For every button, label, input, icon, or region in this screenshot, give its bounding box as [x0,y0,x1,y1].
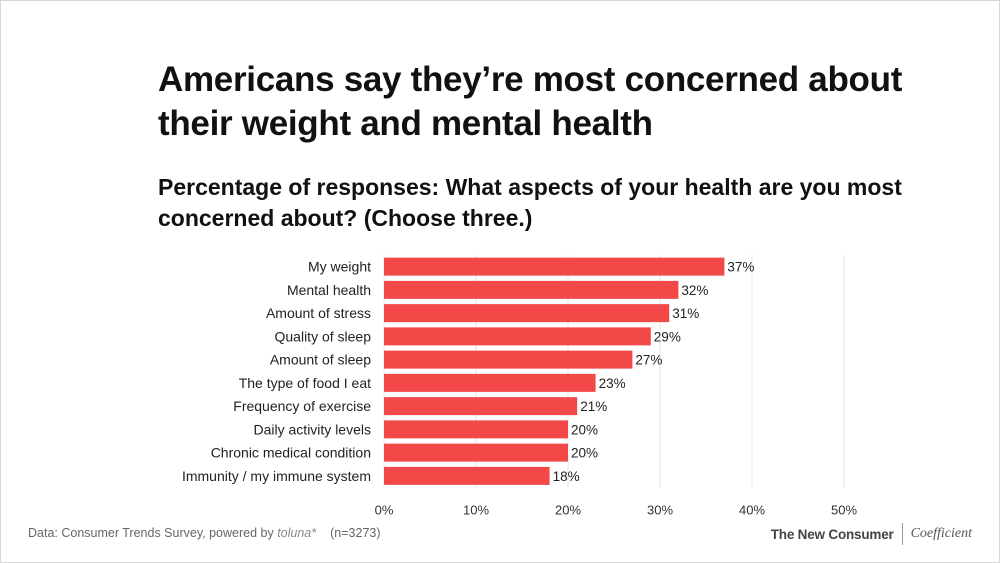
x-tick-label: 10% [463,503,489,518]
data-label: 37% [727,260,754,275]
data-label: 29% [654,329,681,344]
bar [384,304,670,323]
value-labels: 37% 32% 31% 29% 27% 23% 21% 20% 20% 18% [553,260,755,484]
data-label: 27% [635,353,662,368]
bar [384,257,725,276]
data-label: 20% [571,422,598,437]
category-label: Daily activity levels [254,421,371,437]
data-label: 20% [571,446,598,461]
logo-the-new-consumer: The New Consumer [770,526,894,542]
data-label: 32% [681,283,708,298]
chart-subtitle: Percentage of responses: What aspects of… [158,174,902,231]
category-label: Chronic medical condition [211,445,371,461]
bar [384,397,578,416]
x-tick-label: 30% [647,503,673,518]
bar [384,350,633,369]
source-text: Data: Consumer Trends Survey, powered by [28,526,278,540]
bar [384,443,568,462]
source-note: Data: Consumer Trends Survey, powered by… [28,526,381,540]
category-label: Amount of sleep [270,352,371,368]
data-label: 31% [672,306,699,321]
x-tick-label: 50% [831,503,857,518]
bar [384,466,550,485]
category-label: The type of food I eat [239,375,371,391]
logos: The New Consumer Coefficient [771,523,972,545]
data-label: 18% [553,469,580,484]
data-label: 23% [599,376,626,391]
bar [384,420,568,439]
bar [384,327,651,346]
data-label: 21% [580,399,607,414]
logo-divider [901,523,903,545]
category-label: Frequency of exercise [233,398,371,414]
category-label: Mental health [287,282,371,298]
x-tick-label: 0% [375,503,394,518]
x-tick-label: 40% [739,503,765,518]
bar [384,373,596,392]
category-label: Quality of sleep [275,328,372,344]
x-axis-ticks: 0% 10% 20% 30% 40% 50% [375,503,858,518]
bar [384,280,679,299]
chart-title: Americans say they’re most concerned abo… [158,60,903,143]
category-label: Immunity / my immune system [182,468,371,484]
category-label: My weight [308,259,371,275]
logo-coefficient: Coefficient [910,526,972,541]
x-tick-label: 20% [555,503,581,518]
source-brand: toluna* [277,526,317,540]
category-label: Amount of stress [266,305,371,321]
sample-size: (n=3273) [330,526,381,540]
category-labels: My weight Mental health Amount of stress Qu… [182,259,371,484]
bars [384,257,725,485]
